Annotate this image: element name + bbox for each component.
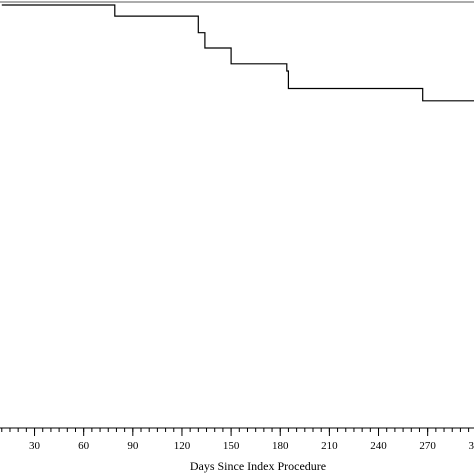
x-tick-label: 120 [174,440,191,452]
x-tick-label: 60 [78,440,90,452]
x-tick-label: 240 [370,440,387,452]
x-axis-title: Days Since Index Procedure [190,459,326,473]
x-tick-label: 180 [272,440,289,452]
x-tick-label: 210 [321,440,338,452]
x-tick-label: 90 [127,440,139,452]
x-tick-label: 30 [29,440,41,452]
x-tick-label: 150 [223,440,240,452]
x-tick-label: 300 [469,440,474,452]
survival-curve-layer [1,4,474,102]
x-minor-ticks [1,428,470,432]
x-tick-label: 270 [419,440,436,452]
x-major-ticks: 30 60 90 120 150 180 210 240 270 300 [29,428,474,452]
survival-curve-line [1,4,474,102]
